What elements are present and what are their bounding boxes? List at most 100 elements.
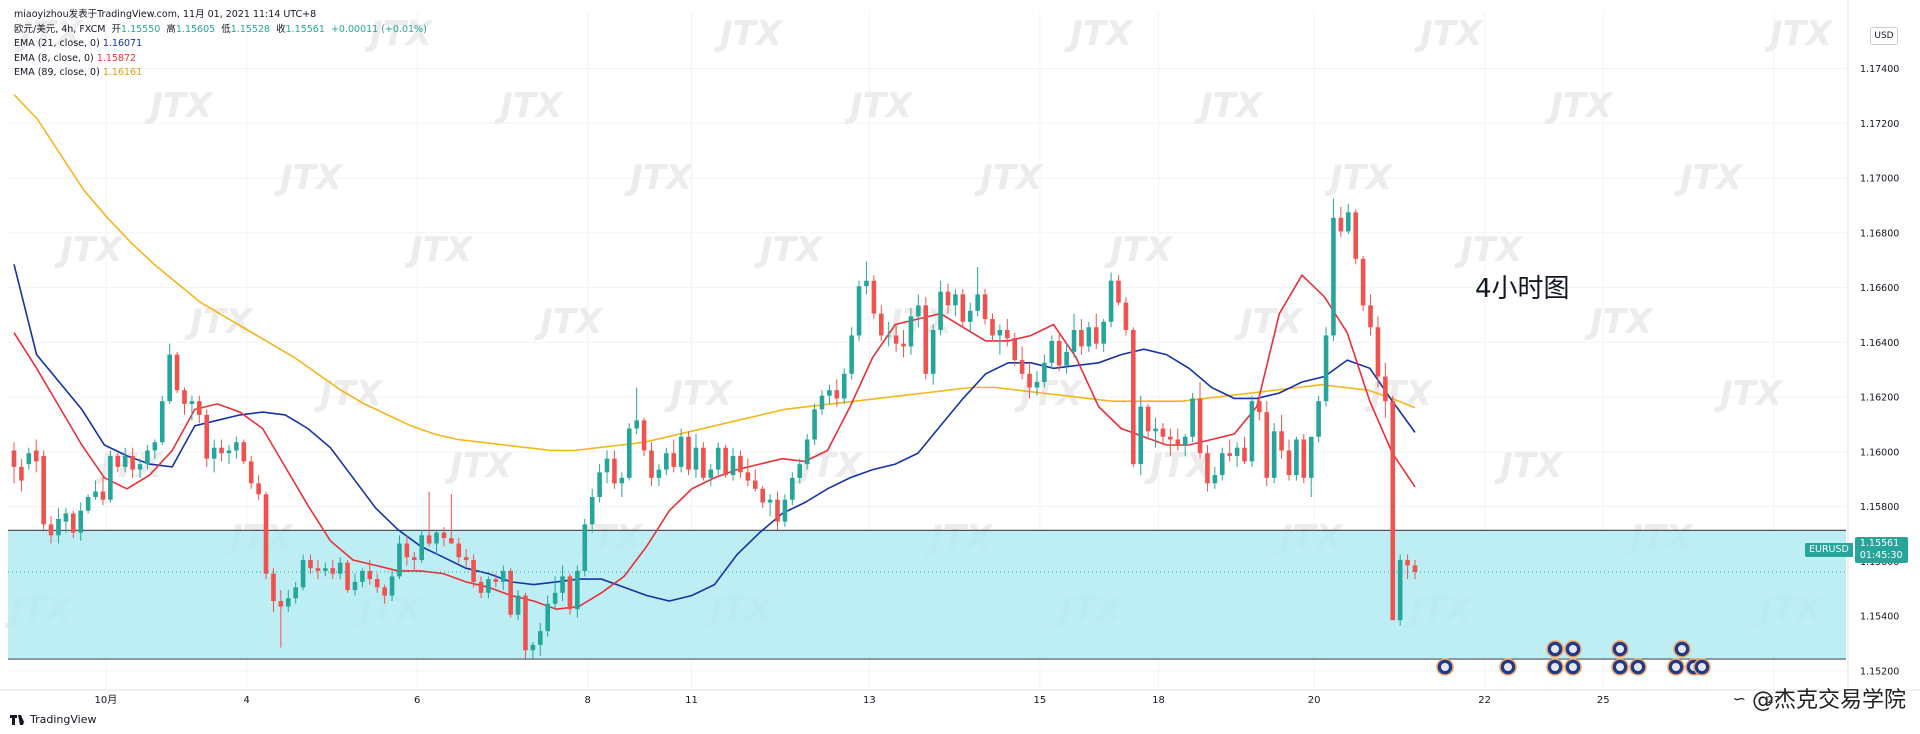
candle	[1131, 327, 1136, 467]
candle	[1249, 395, 1255, 467]
watermark-text: JTX	[1584, 302, 1654, 342]
candle	[678, 428, 684, 473]
candle	[930, 324, 936, 385]
high-value: 1.15605	[175, 23, 216, 35]
watermark-text: JTX	[494, 86, 564, 126]
candle-body	[752, 480, 758, 489]
candle	[819, 390, 825, 415]
candle	[604, 450, 610, 484]
candle	[1101, 319, 1106, 352]
candle-body	[11, 450, 17, 467]
candle	[56, 507, 61, 544]
candle	[1116, 275, 1121, 306]
candle	[804, 434, 810, 470]
attribution-text: miaoyizhou发表于TradingView.com, 11月 01, 20…	[14, 9, 317, 20]
candle	[1205, 444, 1210, 492]
candle	[159, 395, 165, 445]
watermark-text: JTX	[1714, 374, 1784, 414]
candle	[723, 444, 728, 478]
candle-body	[775, 499, 780, 522]
symbol-tag: EURUSD	[1805, 543, 1853, 557]
candle-body	[641, 420, 647, 451]
candle	[115, 453, 121, 473]
watermark-text: JTX	[664, 374, 734, 414]
candle	[1227, 439, 1232, 462]
y-tick-label: 1.17000	[1860, 174, 1899, 185]
candle	[893, 324, 899, 352]
economic-event-icons[interactable]	[1436, 640, 1711, 676]
weibo-icon: ∽	[1732, 688, 1746, 708]
candle	[1145, 403, 1151, 437]
candle	[626, 423, 632, 481]
candle	[1168, 428, 1173, 456]
candle	[411, 551, 417, 571]
candle	[1182, 434, 1188, 456]
candle-body	[1064, 351, 1069, 366]
candle-body	[1116, 280, 1121, 303]
y-tick-label: 1.16000	[1860, 447, 1899, 458]
candle-body	[1279, 431, 1284, 451]
candle	[1353, 209, 1358, 265]
candle-body	[345, 562, 350, 591]
y-tick-label: 1.16600	[1860, 283, 1899, 294]
candle	[285, 590, 291, 612]
ema21-legend[interactable]: EMA (21, close, 0) 1.16071	[14, 38, 143, 49]
candle-body	[634, 420, 639, 429]
candle-body	[204, 414, 210, 459]
candle	[1397, 554, 1403, 626]
tradingview-icon	[10, 714, 26, 725]
candle-body	[960, 294, 966, 322]
candle-body	[1375, 327, 1381, 377]
candle-body	[241, 442, 247, 462]
candle	[671, 439, 677, 473]
candle	[1375, 316, 1381, 388]
candle-body	[1197, 398, 1203, 454]
candle	[367, 559, 373, 585]
candle	[463, 549, 469, 569]
candle	[797, 458, 803, 484]
candle-body	[1353, 212, 1358, 259]
candle-body	[693, 447, 699, 470]
x-tick-label: 11	[685, 695, 698, 706]
candle-body	[219, 447, 224, 454]
candle-body	[41, 455, 46, 525]
candle-body	[1168, 436, 1173, 440]
candle-body	[248, 461, 254, 484]
candle	[1345, 204, 1351, 235]
candle	[864, 261, 869, 295]
candle-body	[715, 447, 721, 470]
candle-body	[122, 455, 128, 467]
candle	[923, 297, 929, 380]
currency-badge[interactable]: USD	[1870, 27, 1898, 45]
candle	[478, 576, 484, 599]
candle	[226, 444, 232, 465]
candle	[1219, 447, 1225, 481]
tradingview-logo[interactable]: TradingView	[10, 713, 96, 726]
candle-body	[834, 390, 840, 399]
candle	[782, 494, 788, 528]
candle	[664, 447, 669, 476]
candle	[982, 288, 988, 325]
candle	[33, 439, 39, 473]
candle	[1175, 428, 1181, 451]
ema8-legend[interactable]: EMA (8, close, 0) 1.15872	[14, 52, 137, 64]
y-tick-label: 1.15200	[1860, 666, 1899, 677]
candle	[656, 464, 662, 487]
candle	[530, 642, 536, 659]
x-tick-label: 8	[585, 695, 591, 706]
candle-body	[856, 286, 862, 336]
candle-body	[263, 494, 269, 574]
candle-body	[597, 472, 602, 497]
candle-body	[374, 579, 380, 588]
candle-body	[382, 587, 387, 596]
candle	[1034, 371, 1040, 396]
ema89-legend[interactable]: EMA (89, close, 0) 1.16161	[14, 67, 143, 78]
watermark-text: JTX	[184, 302, 254, 342]
candle-body	[523, 595, 528, 651]
candle	[752, 469, 758, 492]
candle-body	[901, 343, 906, 347]
candle-body	[908, 316, 914, 347]
candle-body	[945, 291, 951, 306]
candle-body	[56, 518, 61, 536]
